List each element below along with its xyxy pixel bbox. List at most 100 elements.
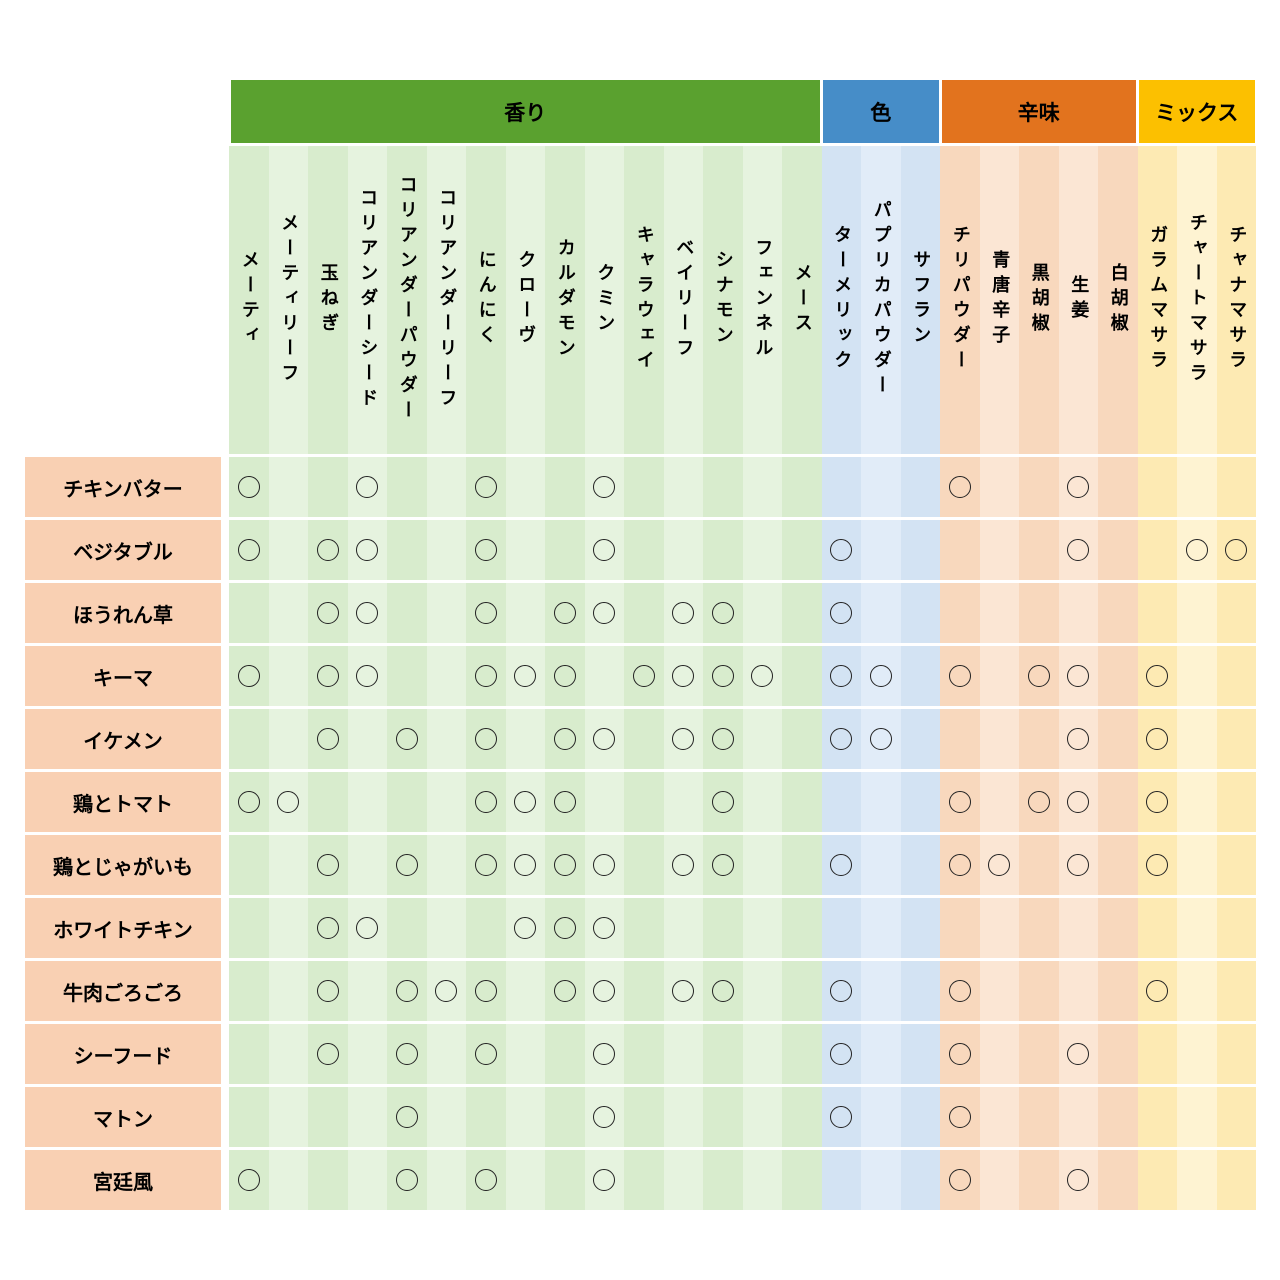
circle-mark <box>830 854 853 876</box>
grid-cell <box>663 1024 703 1084</box>
grid-cell <box>426 709 466 769</box>
grid-cell <box>584 583 624 643</box>
row-label: イケメン <box>25 709 221 769</box>
grid-cell <box>663 772 703 832</box>
grid-cell <box>1058 1087 1098 1147</box>
circle-mark <box>474 980 497 1002</box>
circle-mark <box>474 476 497 498</box>
circle-mark <box>474 728 497 750</box>
grid-cell <box>861 961 901 1021</box>
grid-cell <box>940 835 980 895</box>
grid-cell <box>979 1024 1019 1084</box>
grid-cell <box>545 898 585 958</box>
grid-cell <box>545 457 585 517</box>
circle-mark <box>316 602 339 624</box>
column-header-label: キャラウェイ <box>633 225 655 375</box>
grid-cell <box>268 961 308 1021</box>
grid-cell <box>466 583 506 643</box>
grid-cell <box>1058 583 1098 643</box>
grid-cell <box>742 1024 782 1084</box>
grid-cell <box>940 1024 980 1084</box>
grid-cell <box>1098 583 1138 643</box>
grid-cell <box>426 1150 466 1210</box>
group-header-label: 色 <box>870 100 892 125</box>
column-header-label: ターメリック <box>831 225 853 375</box>
grid-cell <box>505 1024 545 1084</box>
grid-cell <box>347 520 387 580</box>
column-header-label: クローヴ <box>515 250 537 350</box>
grid-cell <box>940 772 980 832</box>
grid-cell <box>347 835 387 895</box>
column-header-label: チャートマサラ <box>1186 212 1208 388</box>
circle-mark <box>948 1106 971 1128</box>
grid-cell <box>387 772 427 832</box>
grid-cell <box>1098 646 1138 706</box>
grid-cell <box>742 898 782 958</box>
circle-mark <box>553 665 576 687</box>
grid-cell <box>1137 1087 1177 1147</box>
grid-cell <box>782 646 822 706</box>
circle-mark <box>237 1169 260 1191</box>
grid-cell <box>1216 457 1256 517</box>
column-header-label: シナモン <box>712 250 734 350</box>
column-header: メース <box>782 146 822 454</box>
grid-cell <box>861 898 901 958</box>
grid-cell <box>861 709 901 769</box>
grid-cell <box>268 646 308 706</box>
grid-cell <box>1216 898 1256 958</box>
circle-mark <box>356 539 379 561</box>
grid-cell <box>505 1087 545 1147</box>
grid-cell <box>347 709 387 769</box>
grid-cell <box>663 1087 703 1147</box>
grid-cell <box>821 457 861 517</box>
circle-mark <box>830 1043 853 1065</box>
grid-cell <box>1137 709 1177 769</box>
column-header: コリアンダーパウダー <box>387 146 427 454</box>
grid-cell <box>703 1087 743 1147</box>
circle-mark <box>830 665 853 687</box>
grid-cell <box>505 457 545 517</box>
circle-mark <box>948 791 971 813</box>
grid-cell <box>1019 520 1059 580</box>
grid-cell <box>1098 1087 1138 1147</box>
grid-cell <box>979 457 1019 517</box>
grid-cell <box>821 1087 861 1147</box>
grid-cell <box>663 520 703 580</box>
circle-mark <box>593 917 616 939</box>
grid-cell <box>229 520 269 580</box>
grid-cell <box>624 835 664 895</box>
circle-mark <box>1146 665 1169 687</box>
grid-cell <box>308 1087 348 1147</box>
column-header-label: クミン <box>594 262 616 338</box>
grid-cell <box>900 1024 940 1084</box>
grid-cell <box>1019 1024 1059 1084</box>
circle-mark <box>593 1106 616 1128</box>
grid-cell <box>584 709 624 769</box>
grid-cell <box>466 1150 506 1210</box>
grid-cell <box>742 961 782 1021</box>
grid-cell <box>387 1150 427 1210</box>
grid-cell <box>703 1024 743 1084</box>
grid-cell <box>584 1087 624 1147</box>
grid-cell <box>624 772 664 832</box>
grid-cell <box>1058 1024 1098 1084</box>
circle-mark <box>474 854 497 876</box>
circle-mark <box>395 728 418 750</box>
column-header: メーティ <box>229 146 269 454</box>
grid-cell <box>308 583 348 643</box>
grid-cell <box>979 1150 1019 1210</box>
grid-cell <box>1098 520 1138 580</box>
grid-cell <box>782 520 822 580</box>
grid-cell <box>821 520 861 580</box>
grid-cell <box>545 709 585 769</box>
column-header-label: カルダモン <box>554 237 576 363</box>
grid-cell <box>742 772 782 832</box>
circle-mark <box>948 1043 971 1065</box>
column-header: パプリカパウダー <box>861 146 901 454</box>
grid-cell <box>584 1024 624 1084</box>
grid-cell <box>308 961 348 1021</box>
circle-mark <box>514 854 537 876</box>
grid-cell <box>505 772 545 832</box>
grid-cell <box>940 457 980 517</box>
circle-mark <box>948 1169 971 1191</box>
